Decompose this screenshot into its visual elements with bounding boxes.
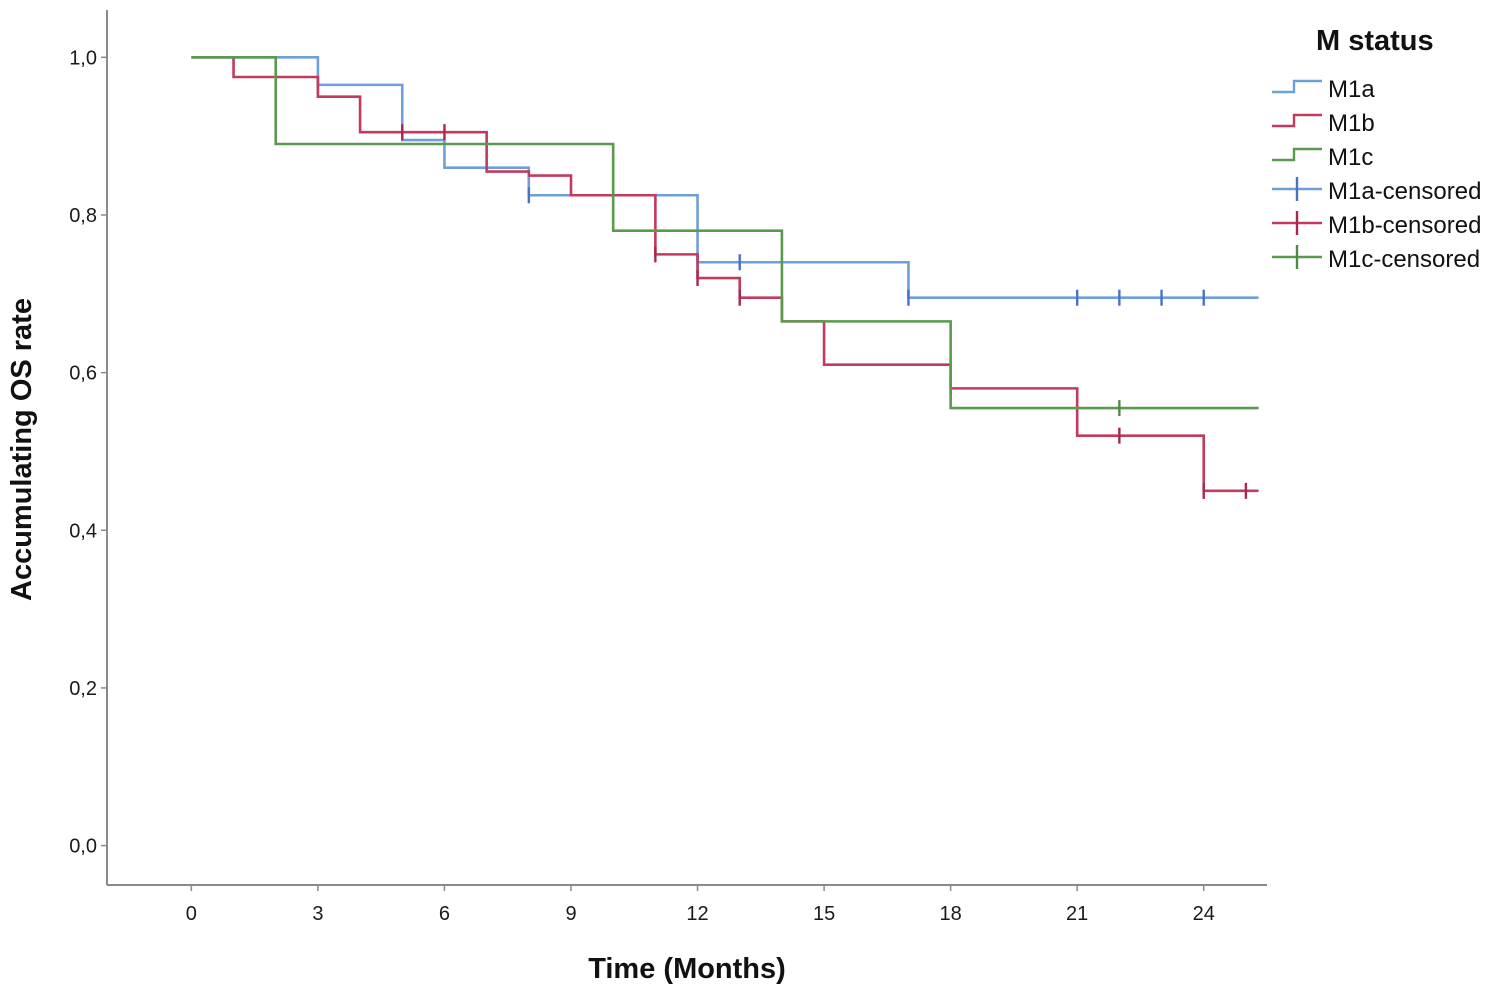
legend-item: M1a-censored	[1272, 177, 1481, 205]
x-tick-label: 24	[1193, 903, 1215, 925]
survival-curve-m1b	[191, 55, 1259, 493]
y-tick-label: 0,2	[69, 678, 97, 700]
legend-item: M1b	[1272, 110, 1375, 137]
legend-label: M1a	[1328, 76, 1375, 103]
x-tick-label: 12	[686, 903, 708, 925]
legend: M status M1a M1b M1c M1a-censored M1b-censor…	[1272, 25, 1481, 273]
legend-title: M status	[1316, 25, 1434, 57]
legend-swatch	[1272, 79, 1322, 94]
legend-items: M1a M1b M1c M1a-censored M1b-censored M1c-cen…	[1272, 76, 1481, 273]
survival-curve-m1c	[191, 55, 1259, 410]
legend-label: M1a-censored	[1328, 178, 1481, 205]
series-m1b	[191, 55, 1259, 499]
x-axis-title: Time (Months)	[588, 953, 786, 985]
legend-label: M1b-censored	[1328, 212, 1481, 239]
x-tick-label: 0	[186, 903, 197, 925]
x-tick-label: 18	[940, 903, 962, 925]
legend-item: M1c-censored	[1272, 245, 1480, 273]
y-tick-label: 0,6	[69, 363, 97, 385]
x-tick-label: 3	[312, 903, 323, 925]
y-tick-label: 0,0	[69, 836, 97, 858]
y-tick-label: 0,8	[69, 205, 97, 227]
x-tick-label: 6	[439, 903, 450, 925]
legend-swatch	[1272, 113, 1322, 128]
series-m1a	[191, 55, 1259, 306]
legend-swatch	[1272, 147, 1322, 162]
survival-curve-m1a	[191, 55, 1259, 300]
series-m1c	[191, 55, 1259, 417]
legend-label: M1c	[1328, 144, 1373, 171]
y-tick-label: 1,0	[69, 47, 97, 69]
x-axis-ticks: 0 3 6 9 12 15 18 21 24	[186, 885, 1215, 925]
axes	[106, 10, 1267, 886]
y-tick-label: 0,4	[69, 520, 97, 542]
legend-label: M1c-censored	[1328, 246, 1480, 273]
series-group	[191, 55, 1259, 499]
x-tick-label: 15	[813, 903, 835, 925]
x-tick-label: 21	[1066, 903, 1088, 925]
legend-item: M1b-censored	[1272, 211, 1481, 239]
legend-item: M1c	[1272, 144, 1373, 171]
legend-item: M1a	[1272, 76, 1375, 103]
y-axis-ticks: 0,0 0,2 0,4 0,6 0,8 1,0	[69, 47, 107, 858]
y-axis-title: Accumulating OS rate	[6, 298, 38, 601]
legend-label: M1b	[1328, 110, 1375, 137]
x-tick-label: 9	[565, 903, 576, 925]
